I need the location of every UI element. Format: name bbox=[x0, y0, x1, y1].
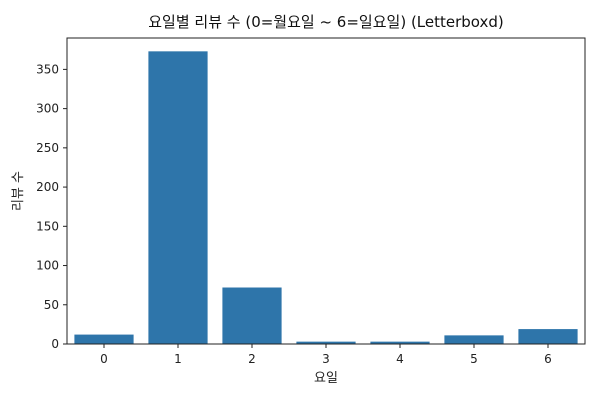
plot-frame bbox=[66, 37, 586, 345]
y-tick-label: 250 bbox=[36, 141, 59, 155]
y-tick-label: 50 bbox=[44, 298, 59, 312]
x-tick-label: 3 bbox=[322, 352, 330, 366]
y-tick-label: 200 bbox=[36, 180, 59, 194]
y-axis-ticks: 0 50 100 150 200 250 300 350 bbox=[36, 62, 67, 351]
y-tick-label: 300 bbox=[36, 102, 59, 116]
bar-6 bbox=[518, 329, 578, 344]
x-tick-label: 4 bbox=[396, 352, 404, 366]
chart-title: 요일별 리뷰 수 (0=월요일 ~ 6=일요일) (Letterboxd) bbox=[148, 13, 504, 31]
bar-5 bbox=[444, 335, 504, 344]
bar-3 bbox=[296, 341, 356, 344]
x-tick-label: 0 bbox=[100, 352, 108, 366]
bars-group bbox=[74, 51, 578, 344]
y-tick-label: 0 bbox=[51, 337, 59, 351]
x-axis-ticks: 0 1 2 3 4 5 6 bbox=[100, 344, 552, 366]
bar-4 bbox=[370, 341, 430, 344]
x-tick-label: 2 bbox=[248, 352, 256, 366]
x-tick-label: 1 bbox=[174, 352, 182, 366]
bar-2 bbox=[222, 287, 282, 344]
bar-0 bbox=[74, 334, 134, 344]
y-tick-label: 350 bbox=[36, 62, 59, 76]
x-tick-label: 6 bbox=[544, 352, 552, 366]
y-axis-title: 리뷰 수 bbox=[11, 171, 26, 211]
y-tick-label: 150 bbox=[36, 219, 59, 233]
bar-1 bbox=[148, 51, 208, 344]
x-tick-label: 5 bbox=[470, 352, 478, 366]
y-tick-label: 100 bbox=[36, 259, 59, 273]
x-axis-title: 요일 bbox=[314, 371, 338, 386]
